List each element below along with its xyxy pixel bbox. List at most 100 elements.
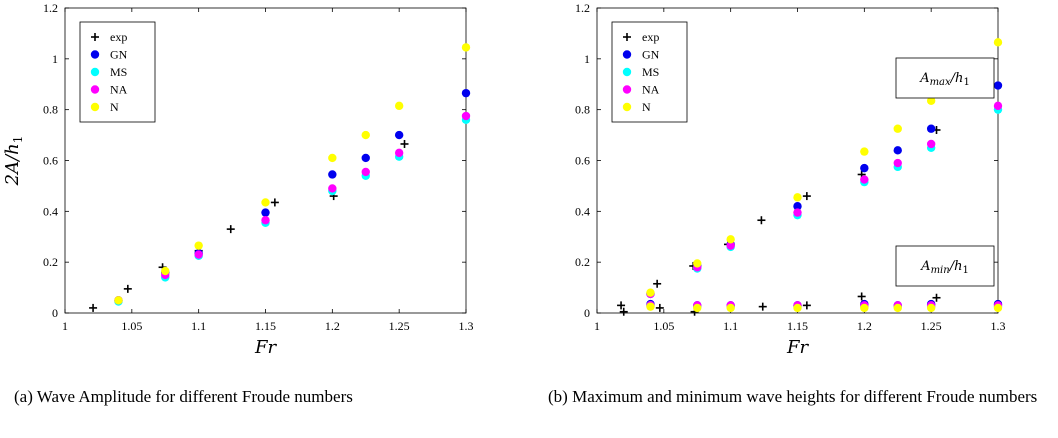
caption-a: (a) Wave Amplitude for different Froude … [14, 387, 353, 406]
point-exp [400, 139, 409, 148]
annotation-text: Amax/h1 [919, 71, 970, 88]
legend-marker-N [622, 102, 632, 112]
legend-label-exp: exp [110, 30, 127, 44]
annotation-text: Amin/h1 [920, 259, 969, 276]
annotation-max: Amax/h1 [895, 57, 995, 99]
point-NA [726, 241, 735, 250]
point-GN [860, 163, 869, 173]
x-axis-label: Fr [254, 337, 277, 358]
legend-label-NA: NA [110, 83, 128, 97]
point-NA [461, 111, 471, 121]
legend-marker-NA [622, 85, 632, 94]
legend-label-MS: MS [642, 65, 659, 79]
y-tick-label: 0.6 [575, 154, 590, 168]
point-GN [793, 202, 802, 211]
point-GN [993, 81, 1003, 90]
point-exp [932, 293, 941, 302]
x-tick-label: 1.25 [389, 319, 410, 333]
point-NA [328, 184, 337, 193]
plot-b: 1 1.05 1.1 1.15 1.2 1.25 1.3 0 0.2 0.4 0.6 0.8 1 1.2 F… [575, 1, 1006, 358]
point-exp [757, 216, 766, 225]
x-tick-label: 1.2 [857, 319, 872, 333]
x-tick-label: 1 [594, 319, 600, 333]
point-exp [617, 301, 626, 310]
x-tick-label: 1.05 [653, 319, 674, 333]
legend-0: exp GN MS NA N [79, 21, 156, 123]
point-N [993, 38, 1003, 47]
y-tick-label: 0.2 [43, 255, 58, 269]
y-tick-label: 1.2 [43, 1, 58, 15]
x-tick-label: 1.3 [459, 319, 474, 333]
legend-marker-MS [622, 67, 632, 77]
y-tick-label: 0.6 [43, 154, 58, 168]
legend-marker-GN [90, 50, 100, 59]
x-tick-label: 1.05 [121, 319, 142, 333]
y-tick-label: 1 [52, 52, 58, 66]
x-tick-label: 1.15 [787, 319, 808, 333]
point-GN [926, 124, 936, 133]
point-N [161, 266, 170, 276]
legend-marker-N [90, 102, 100, 112]
point-exp [226, 225, 235, 234]
point-NA [261, 216, 270, 225]
point-GN [261, 208, 270, 217]
point-N [394, 101, 404, 111]
y-tick-label: 0.8 [43, 103, 58, 117]
annotation-box [895, 57, 995, 99]
point-NA [893, 158, 902, 168]
point-N [461, 43, 471, 52]
point-exp [270, 198, 279, 207]
point-exp [655, 303, 664, 312]
point-N [893, 303, 902, 313]
y-tick-label: 0 [52, 306, 58, 320]
point-GN [361, 153, 370, 163]
plot-a: 1 1.05 1.1 1.15 1.2 1.25 1.3 0 0.2 0.4 0.6 0.8 1 1.2 F… [2, 1, 474, 358]
point-exp [802, 192, 811, 201]
y-tick-label: 1 [584, 52, 590, 66]
point-NA [793, 208, 802, 217]
point-N [860, 303, 869, 313]
point-N [893, 124, 902, 133]
point-N [261, 198, 270, 207]
x-tick-label: 1.1 [191, 319, 206, 333]
x-tick-label: 1 [62, 319, 68, 333]
x-tick-label: 1.25 [921, 319, 942, 333]
legend-label-NA: NA [642, 83, 660, 97]
point-NA [361, 167, 370, 177]
point-N [646, 302, 655, 311]
legend-label-N: N [110, 100, 119, 114]
legend-label-MS: MS [110, 65, 127, 79]
point-NA [860, 175, 869, 184]
point-NA [993, 101, 1003, 111]
legend-marker-NA [90, 85, 100, 94]
point-N [726, 303, 735, 313]
y-tick-label: 0.8 [575, 103, 590, 117]
x-tick-label: 1.2 [325, 319, 340, 333]
x-tick-label: 1.3 [991, 319, 1006, 333]
legend-label-N: N [642, 100, 651, 114]
legend-label-exp: exp [642, 30, 659, 44]
y-tick-label: 0.4 [575, 204, 590, 218]
y-axis-label: 2A/h1 [2, 136, 25, 187]
point-NA [194, 250, 203, 259]
point-exp [802, 301, 811, 310]
point-N [926, 303, 936, 313]
point-GN [394, 130, 404, 140]
x-tick-label: 1.15 [255, 319, 276, 333]
point-exp [857, 292, 866, 301]
point-GN [461, 88, 471, 98]
y-tick-label: 0.4 [43, 204, 58, 218]
point-N [693, 303, 702, 313]
annotation-box [895, 245, 995, 287]
caption-b: (b) Maximum and minimum wave heights for… [548, 387, 1038, 406]
point-exp [123, 284, 132, 293]
point-N [726, 235, 735, 244]
point-N [993, 303, 1003, 313]
y-tick-label: 0.2 [575, 255, 590, 269]
x-tick-label: 1.1 [723, 319, 738, 333]
point-GN [893, 146, 902, 155]
point-N [194, 241, 203, 250]
point-exp [758, 302, 767, 311]
legend-1: exp GN MS NA N [611, 21, 688, 123]
